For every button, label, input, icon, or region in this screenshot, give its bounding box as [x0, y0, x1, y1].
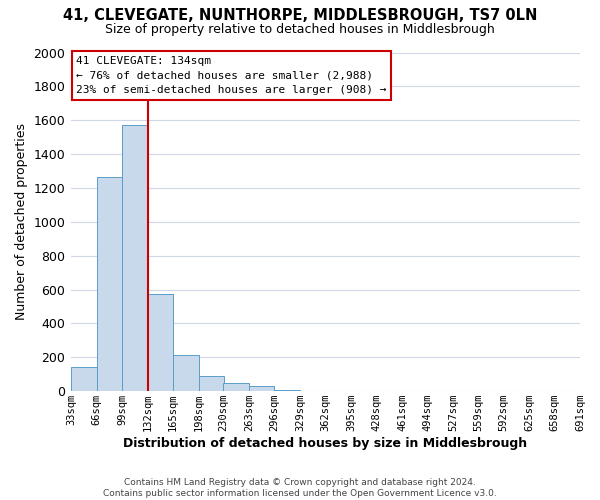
Bar — [71, 368, 97, 391]
Bar — [148, 294, 173, 391]
Text: Size of property relative to detached houses in Middlesbrough: Size of property relative to detached ho… — [105, 22, 495, 36]
Bar — [97, 177, 122, 391]
Bar — [249, 386, 274, 391]
Bar — [223, 383, 249, 391]
Text: 41, CLEVEGATE, NUNTHORPE, MIDDLESBROUGH, TS7 0LN: 41, CLEVEGATE, NUNTHORPE, MIDDLESBROUGH,… — [63, 8, 537, 22]
X-axis label: Distribution of detached houses by size in Middlesbrough: Distribution of detached houses by size … — [124, 437, 527, 450]
Text: 41 CLEVEGATE: 134sqm
← 76% of detached houses are smaller (2,988)
23% of semi-de: 41 CLEVEGATE: 134sqm ← 76% of detached h… — [76, 56, 386, 96]
Bar — [199, 376, 224, 391]
Bar — [274, 390, 300, 391]
Text: Contains HM Land Registry data © Crown copyright and database right 2024.
Contai: Contains HM Land Registry data © Crown c… — [103, 478, 497, 498]
Y-axis label: Number of detached properties: Number of detached properties — [15, 124, 28, 320]
Bar — [173, 355, 199, 391]
Bar — [122, 126, 148, 391]
